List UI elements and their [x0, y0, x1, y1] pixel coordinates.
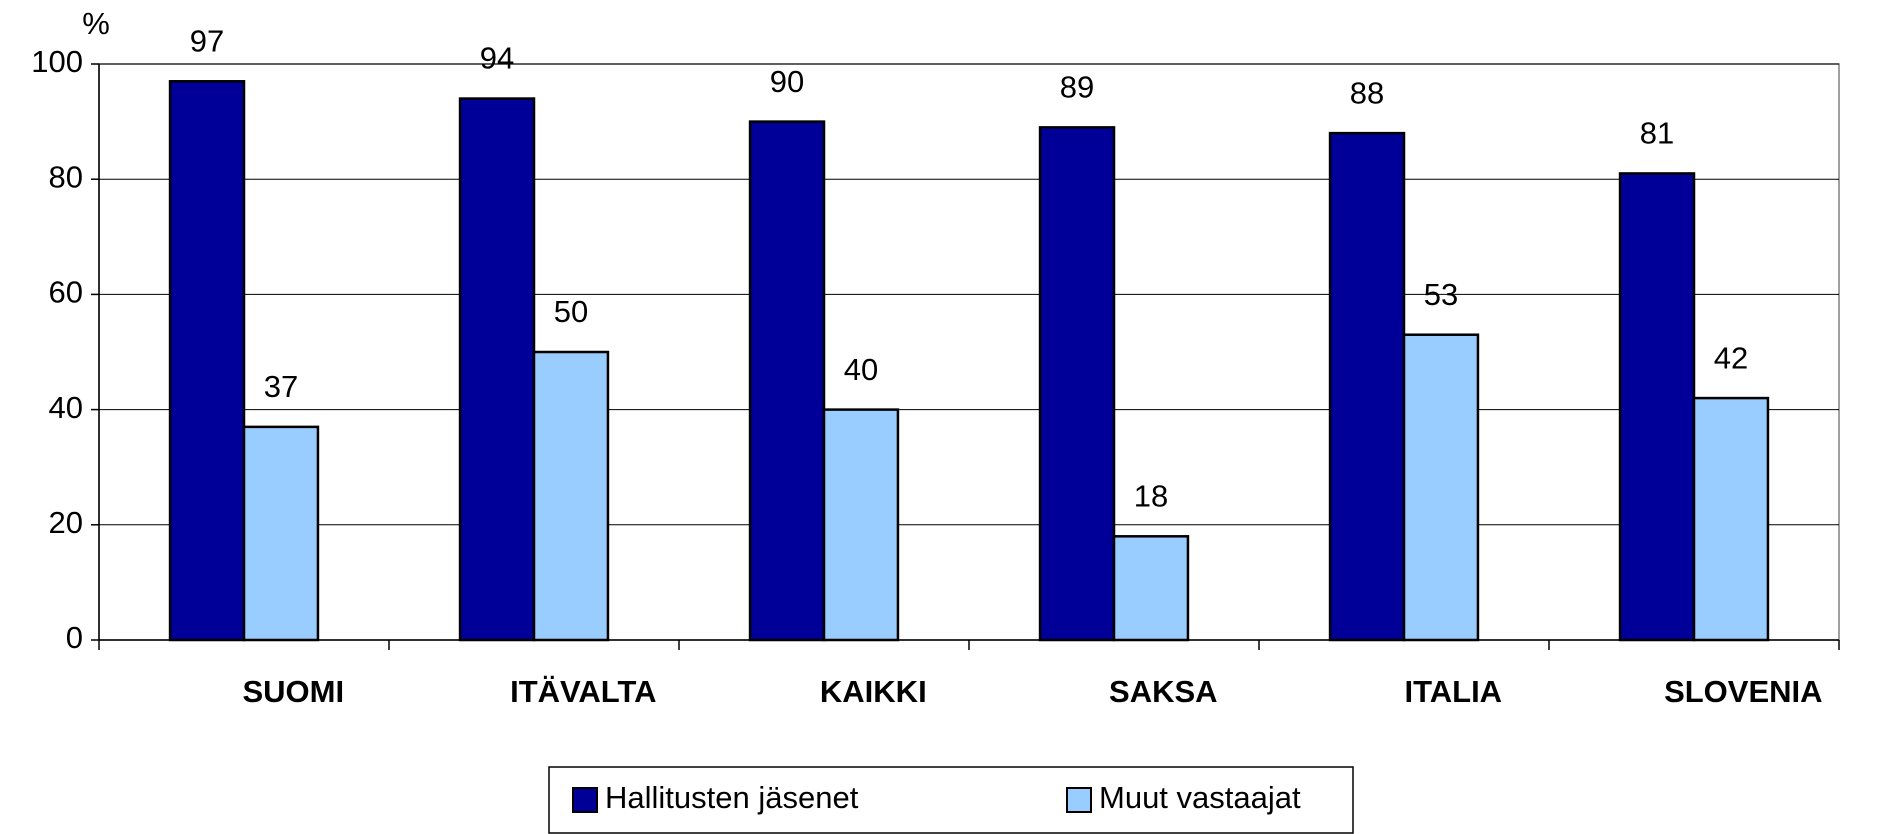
- legend-box: [548, 766, 1354, 834]
- data-label: 94: [480, 41, 514, 76]
- y-tick-label: 100: [31, 44, 83, 79]
- data-label: 53: [1424, 277, 1458, 312]
- data-label: 40: [844, 352, 878, 387]
- bar: [1328, 131, 1406, 642]
- data-label: 89: [1060, 70, 1094, 105]
- bar: [532, 350, 610, 642]
- bar: [242, 425, 320, 642]
- x-tick-label: ITÄVALTA: [510, 674, 656, 709]
- x-tick-label: KAIKKI: [820, 674, 927, 709]
- legend-label: Hallitusten jäsenet: [605, 780, 859, 815]
- data-label: 88: [1350, 75, 1384, 110]
- y-tick-label: 0: [66, 620, 83, 655]
- data-label: 50: [554, 294, 588, 329]
- bar: [822, 408, 900, 642]
- legend-label: Muut vastaajat: [1099, 780, 1301, 815]
- bar: [168, 80, 246, 642]
- y-tick-label: 20: [49, 505, 83, 540]
- plot-area: [98, 63, 1840, 641]
- data-label: 90: [770, 64, 804, 99]
- legend-swatch: [1066, 787, 1092, 813]
- data-label: 37: [264, 369, 298, 404]
- data-label: 42: [1714, 340, 1748, 375]
- bar: [1112, 535, 1190, 642]
- legend-swatch: [572, 787, 598, 813]
- bar: [458, 97, 536, 642]
- y-axis-label: %: [82, 6, 110, 41]
- y-tick-label: 60: [49, 275, 83, 310]
- x-tick-label: SLOVENIA: [1664, 674, 1822, 709]
- x-tick-label: SUOMI: [242, 674, 344, 709]
- y-tick-label: 40: [49, 390, 83, 425]
- bar: [1692, 396, 1770, 642]
- bar: [1402, 333, 1480, 642]
- bar: [748, 120, 826, 642]
- y-tick-label: 80: [49, 159, 83, 194]
- x-tick-label: SAKSA: [1109, 674, 1218, 709]
- data-label: 81: [1640, 116, 1674, 151]
- data-label: 18: [1134, 479, 1168, 514]
- bar: [1618, 172, 1696, 642]
- data-label: 97: [190, 23, 224, 58]
- x-tick-label: ITALIA: [1405, 674, 1503, 709]
- bar: [1038, 126, 1116, 642]
